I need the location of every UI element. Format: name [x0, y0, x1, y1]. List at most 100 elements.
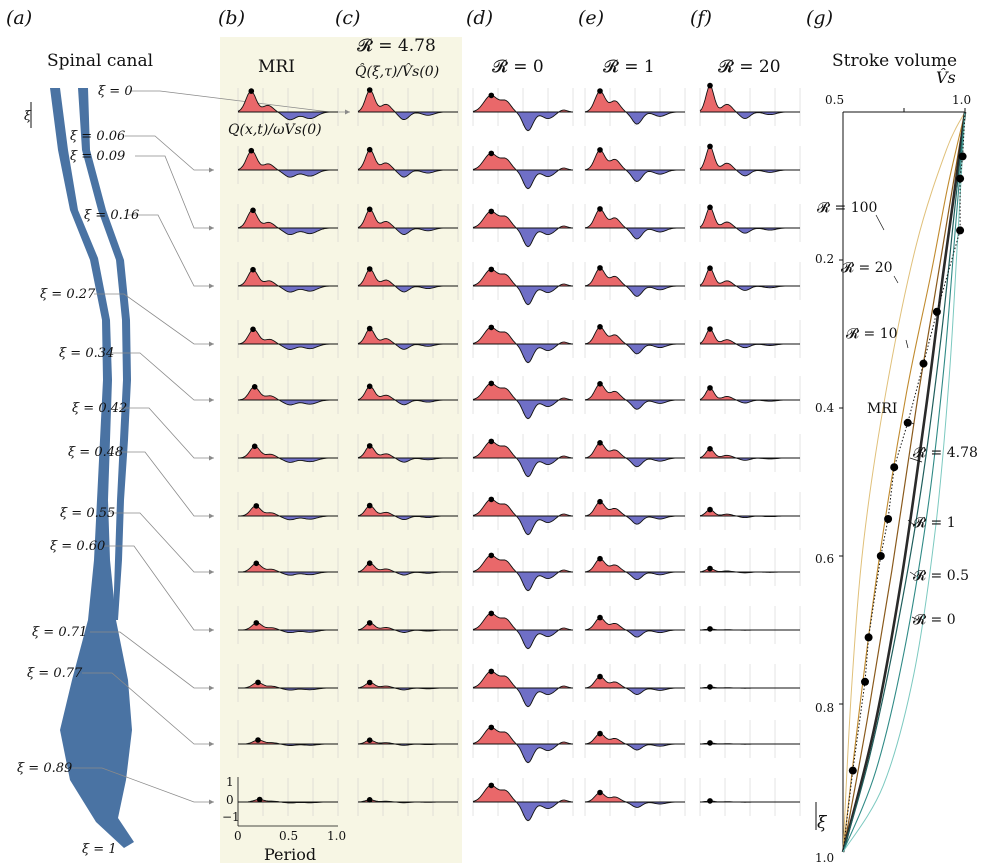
x-tick: 1.0 [327, 829, 346, 843]
peak-marker [488, 552, 495, 559]
mri-point [864, 633, 873, 642]
xi-label: ξ = 1 [82, 842, 117, 857]
y-tick: 0.4 [815, 401, 834, 415]
mri-point [884, 515, 893, 523]
panel-c-ylabel: Q̂(ξ,τ)/V̂s(0) [355, 62, 439, 80]
panel-letter-e: (e) [578, 7, 604, 29]
peak-marker [597, 88, 603, 94]
negative-flow-area [473, 286, 573, 305]
label-leader [906, 420, 915, 425]
positive-flow-area [585, 558, 685, 572]
negative-flow-area [473, 344, 573, 363]
panel-g-title: Stroke volume [832, 51, 957, 71]
negative-flow-area [473, 112, 573, 131]
negative-flow-area [473, 400, 573, 419]
negative-flow-area [585, 228, 685, 239]
mri-point [932, 307, 941, 316]
negative-flow-area [473, 228, 573, 247]
positive-flow-area [585, 733, 685, 744]
negative-flow-area [473, 516, 573, 535]
leader-line [82, 672, 214, 745]
peak-marker [366, 206, 373, 213]
xi-label: ξ = 0.06 [70, 129, 125, 144]
spinal-canal-outer [50, 88, 134, 848]
panel-letter-d: (d) [466, 7, 493, 29]
series-line [842, 111, 966, 853]
peak-marker [597, 614, 603, 621]
panel-c-title: 𝓡 = 4.78 [357, 36, 436, 56]
peak-marker [707, 265, 713, 272]
peak-marker [366, 737, 373, 743]
peak-marker [597, 730, 603, 737]
peak-marker [597, 147, 603, 153]
panel-g-ylabel: ξ [817, 813, 828, 833]
positive-flow-area [358, 149, 458, 170]
peak-marker [248, 88, 255, 94]
positive-flow-area [358, 209, 458, 228]
leader-line [94, 293, 214, 345]
xi-label: ξ = 0.55 [60, 506, 115, 521]
negative-flow-area [585, 802, 685, 808]
spinal-canal-inner [78, 88, 131, 620]
panel-g-xlabel: V̂s [936, 68, 956, 87]
leader-arrow [209, 397, 214, 403]
leader-arrow [209, 685, 214, 691]
negative-flow-area [585, 286, 685, 297]
leader-line [119, 407, 214, 459]
mri-point [848, 766, 857, 775]
negative-flow-area [473, 744, 573, 763]
peak-marker [366, 325, 373, 332]
peak-marker [253, 503, 260, 509]
spinal-canal-drawing [30, 88, 134, 848]
xi-label: ξ = 0.71 [32, 625, 87, 640]
positive-flow-area [358, 505, 458, 516]
leader-line [128, 214, 214, 287]
peak-marker [488, 438, 495, 445]
peak-marker [597, 498, 603, 505]
peak-marker [255, 679, 261, 686]
leader-arrow [209, 513, 214, 519]
leader-line [125, 135, 214, 171]
series-line [842, 111, 966, 853]
xi-label: ξ = 0.89 [17, 761, 72, 776]
leader-arrow [209, 225, 214, 231]
peak-marker [366, 502, 373, 509]
leader-arrow [209, 167, 214, 173]
xi-label: ξ = 0.77 [27, 666, 83, 681]
leader-line [110, 352, 214, 401]
leader-line [72, 767, 214, 803]
leader-arrow [209, 283, 214, 289]
panel-letter-c: (c) [335, 7, 360, 29]
peak-marker [488, 324, 495, 331]
leader-arrow [209, 741, 214, 747]
positive-flow-area [585, 91, 685, 112]
xi-label: ξ = 0.16 [84, 208, 139, 223]
panel-letter-b: (b) [218, 7, 245, 29]
label-leader [909, 457, 923, 463]
flow-curve [238, 681, 338, 691]
peak-marker [597, 440, 603, 446]
peak-marker [707, 204, 713, 211]
xi-label: ξ = 0.34 [59, 346, 114, 361]
leader-line [104, 545, 214, 631]
peak-marker [256, 796, 263, 803]
leader-arrow [209, 341, 214, 347]
positive-flow-area [585, 267, 685, 286]
label-leader [875, 214, 885, 231]
leader-arrow [209, 799, 214, 805]
peak-marker [707, 565, 713, 572]
peak-marker [707, 143, 713, 150]
flow-curve [237, 90, 338, 121]
negative-flow-area [473, 802, 573, 821]
leader-arrow [209, 627, 214, 633]
positive-flow-area [585, 792, 685, 802]
positive-flow-area [585, 442, 685, 458]
negative-flow-area [585, 112, 685, 125]
peak-marker [488, 724, 495, 731]
xi-axis-symbol: ξ [24, 109, 32, 124]
curve-label: 𝓡 = 4.78 [913, 445, 978, 461]
mri-panel-background [220, 37, 462, 863]
negative-flow-area [473, 458, 573, 477]
peak-marker [488, 380, 495, 387]
negative-flow-area [473, 630, 573, 649]
